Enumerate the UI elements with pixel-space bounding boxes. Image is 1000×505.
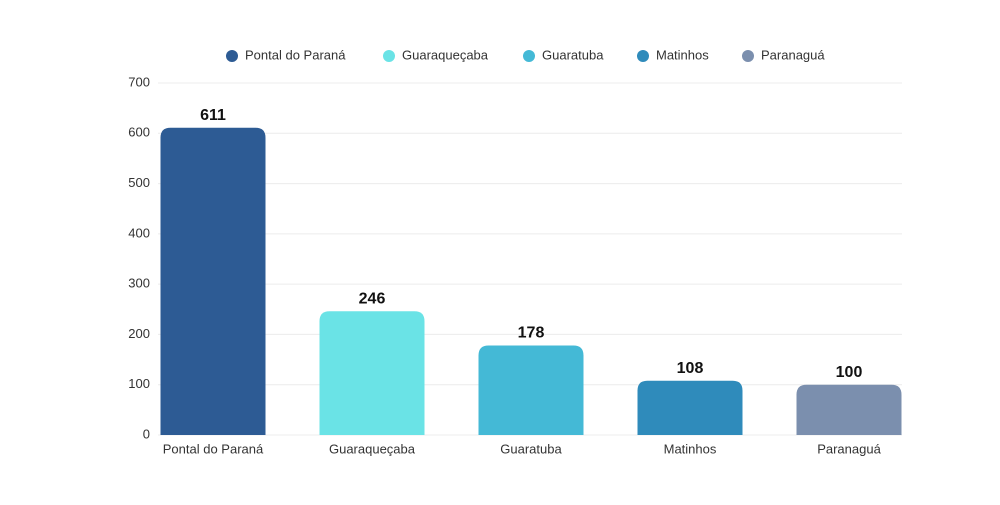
y-tick-label: 400 — [128, 225, 150, 240]
value-label: 100 — [836, 364, 863, 381]
legend-label: Pontal do Paraná — [245, 47, 346, 62]
y-tick-label: 600 — [128, 125, 150, 140]
x-tick-label: Guaraqueçaba — [329, 441, 416, 456]
x-tick-label: Pontal do Paraná — [163, 441, 264, 456]
bar — [637, 380, 743, 435]
legend-swatch — [523, 50, 535, 62]
y-tick-label: 0 — [143, 426, 150, 441]
bar — [796, 384, 902, 435]
legend-label: Matinhos — [656, 47, 709, 62]
legend-swatch — [637, 50, 649, 62]
bar — [160, 127, 266, 436]
legend-swatch — [226, 50, 238, 62]
legend-label: Paranaguá — [761, 47, 825, 62]
bar — [478, 345, 584, 435]
value-label: 246 — [359, 291, 386, 308]
legend-label: Guaratuba — [542, 47, 604, 62]
value-label: 108 — [677, 360, 704, 377]
y-tick-label: 700 — [128, 74, 150, 89]
x-tick-label: Paranaguá — [817, 441, 881, 456]
y-tick-label: 100 — [128, 376, 150, 391]
value-label: 611 — [200, 107, 226, 124]
legend-label: Guaraqueçaba — [402, 47, 489, 62]
y-tick-label: 300 — [128, 276, 150, 291]
y-tick-label: 500 — [128, 175, 150, 190]
bar — [319, 311, 425, 435]
y-tick-label: 200 — [128, 326, 150, 341]
legend-swatch — [383, 50, 395, 62]
legend-swatch — [742, 50, 754, 62]
x-tick-label: Guaratuba — [500, 441, 562, 456]
value-label: 178 — [518, 325, 545, 342]
x-tick-label: Matinhos — [664, 441, 717, 456]
